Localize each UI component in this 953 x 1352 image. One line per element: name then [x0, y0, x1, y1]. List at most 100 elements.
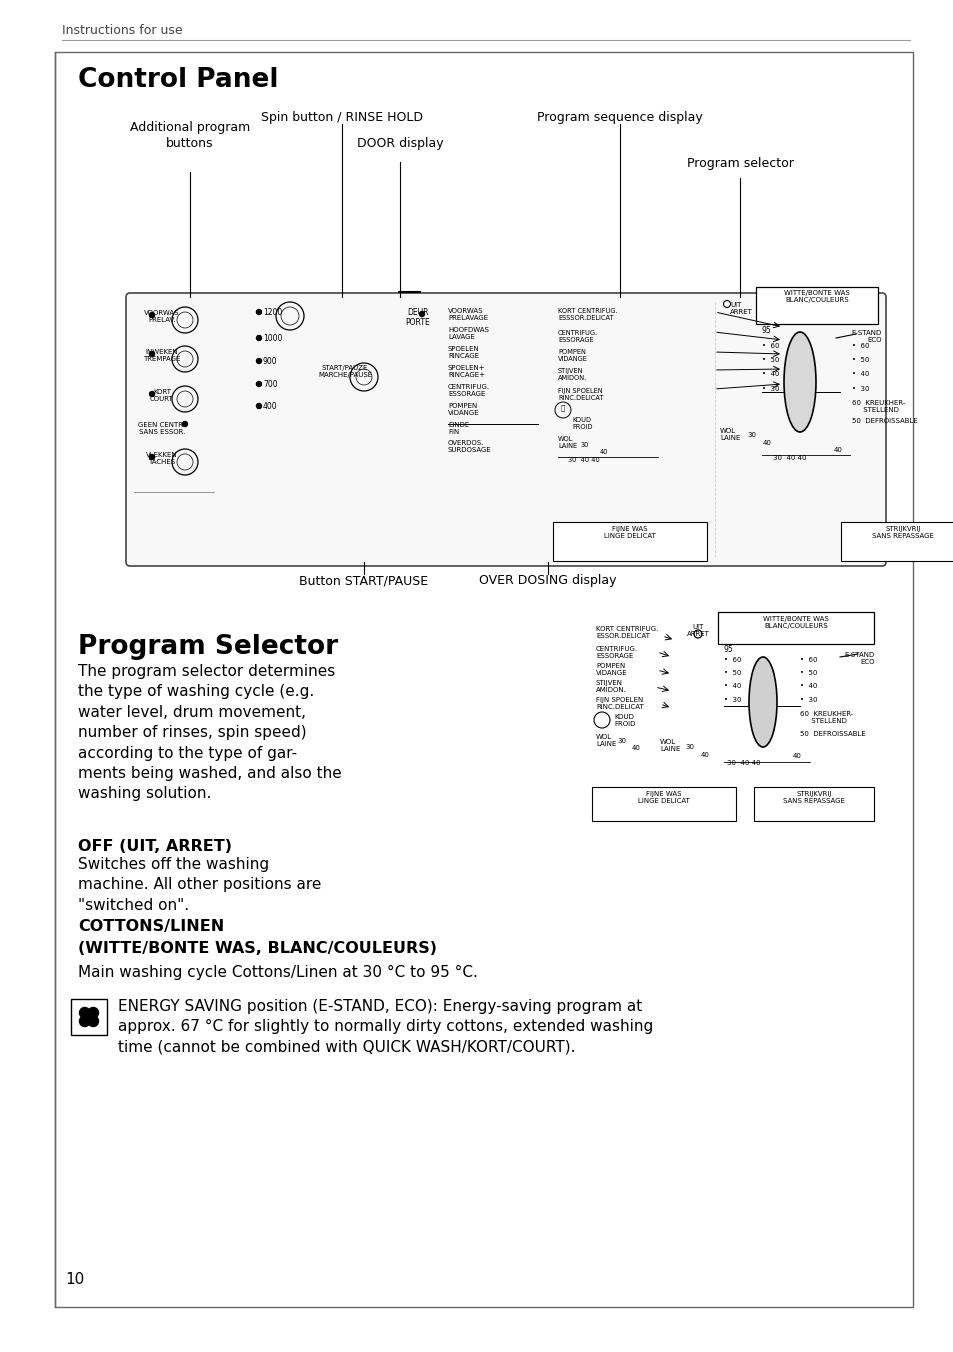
Text: Additional program
buttons: Additional program buttons — [130, 120, 250, 150]
Text: WOL
LAINE: WOL LAINE — [659, 740, 679, 752]
Text: WOL
LAINE: WOL LAINE — [596, 734, 616, 748]
Text: 95: 95 — [723, 645, 733, 654]
Text: 1000: 1000 — [263, 334, 282, 343]
Text: •  30: • 30 — [800, 698, 817, 703]
Circle shape — [150, 312, 154, 318]
Text: OVERDOS.
SURDOSAGE: OVERDOS. SURDOSAGE — [448, 439, 491, 453]
Text: CENTRIFUG.
ESSORAGE: CENTRIFUG. ESSORAGE — [448, 384, 490, 397]
Text: 60  KREUKHER-
     STELLEND: 60 KREUKHER- STELLEND — [851, 400, 904, 412]
Text: 50  DEFROISSABLE: 50 DEFROISSABLE — [851, 418, 917, 425]
Text: 30: 30 — [747, 433, 756, 438]
Text: Program selector: Program selector — [686, 157, 793, 170]
FancyBboxPatch shape — [755, 287, 877, 324]
Text: 30: 30 — [580, 442, 589, 448]
Circle shape — [85, 1013, 92, 1021]
Text: Main washing cycle Cottons/Linen at 30 °C to 95 °C.: Main washing cycle Cottons/Linen at 30 °… — [78, 965, 477, 980]
Circle shape — [256, 310, 261, 315]
Text: KOUD
FROID: KOUD FROID — [572, 416, 592, 430]
Text: The program selector determines
the type of washing cycle (e.g.
water level, dru: The program selector determines the type… — [78, 664, 341, 802]
Text: 30  40 40: 30 40 40 — [567, 457, 599, 462]
Text: DEUR
PORTE: DEUR PORTE — [405, 308, 430, 327]
Text: 900: 900 — [263, 357, 277, 366]
Text: Program Selector: Program Selector — [78, 634, 337, 660]
Text: OFF (UIT, ARRET): OFF (UIT, ARRET) — [78, 840, 232, 854]
Text: INWEKEN
TREMPAGE: INWEKEN TREMPAGE — [143, 349, 180, 362]
Text: ✋: ✋ — [560, 404, 564, 411]
Circle shape — [256, 358, 261, 364]
Text: Program sequence display: Program sequence display — [537, 111, 702, 124]
Text: •  60: • 60 — [800, 657, 817, 662]
Text: •  50: • 50 — [800, 671, 817, 676]
Text: •  40: • 40 — [723, 683, 740, 690]
Text: GEEN CENTR.
SANS ESSOR.: GEEN CENTR. SANS ESSOR. — [138, 422, 185, 435]
FancyBboxPatch shape — [55, 51, 912, 1307]
Text: POMPEN
VIDANGE: POMPEN VIDANGE — [448, 403, 479, 416]
Text: WITTE/BONTE WAS
BLANC/COULEURS: WITTE/BONTE WAS BLANC/COULEURS — [762, 617, 828, 629]
Text: KORT CENTRIFUG.
ESSSOR.DELICAT: KORT CENTRIFUG. ESSSOR.DELICAT — [558, 308, 617, 320]
Text: •  40: • 40 — [800, 683, 817, 690]
Circle shape — [87, 1007, 99, 1019]
Text: •  60: • 60 — [851, 343, 868, 349]
Text: POMPEN
VIDANGE: POMPEN VIDANGE — [596, 662, 627, 676]
Text: KORT
COURT: KORT COURT — [150, 389, 173, 402]
Text: VOORWAS
PRELAV.: VOORWAS PRELAV. — [144, 310, 179, 323]
FancyBboxPatch shape — [592, 787, 735, 821]
Text: 10: 10 — [65, 1272, 84, 1287]
Text: 95: 95 — [761, 326, 771, 335]
Text: KORT CENTRIFUG.
ESSOR.DELICAT: KORT CENTRIFUG. ESSOR.DELICAT — [596, 626, 658, 639]
Circle shape — [87, 1015, 99, 1028]
Text: COTTONS/LINEN: COTTONS/LINEN — [78, 919, 224, 934]
Text: WOL
LAINE: WOL LAINE — [720, 429, 740, 441]
Text: WOL
LAINE: WOL LAINE — [558, 435, 577, 449]
FancyBboxPatch shape — [841, 522, 953, 561]
Text: E-STAND
ECO: E-STAND ECO — [843, 652, 874, 665]
Text: FIJNE WAS
LINGE DELICAT: FIJNE WAS LINGE DELICAT — [638, 791, 689, 804]
Text: •  30: • 30 — [851, 387, 868, 392]
Text: EINDE
FIN: EINDE FIN — [448, 422, 469, 435]
Circle shape — [256, 403, 261, 408]
Text: HOOFDWAS
LAVAGE: HOOFDWAS LAVAGE — [448, 327, 488, 339]
Text: VLEKKEN
TACHES: VLEKKEN TACHES — [146, 452, 177, 465]
Text: STRIJKVRIJ
SANS REPASSAGE: STRIJKVRIJ SANS REPASSAGE — [871, 526, 933, 539]
Text: 40: 40 — [599, 449, 608, 456]
Circle shape — [182, 422, 188, 426]
Text: 60  KREUKHER-
     STELLEND: 60 KREUKHER- STELLEND — [800, 711, 853, 725]
Text: E-STAND
ECO: E-STAND ECO — [851, 330, 882, 343]
Text: UIT
ARRET: UIT ARRET — [729, 301, 752, 315]
Text: •  50: • 50 — [851, 357, 868, 362]
Text: FIJN SPOELEN
RINC.DELICAT: FIJN SPOELEN RINC.DELICAT — [596, 698, 643, 710]
Text: Button START/PAUSE: Button START/PAUSE — [299, 575, 428, 587]
Text: START/PAUZE
MARCHE/PAUSE: START/PAUZE MARCHE/PAUSE — [317, 365, 372, 379]
Text: 30: 30 — [685, 744, 694, 750]
Text: (WITTE/BONTE WAS, BLANC/COULEURS): (WITTE/BONTE WAS, BLANC/COULEURS) — [78, 941, 436, 956]
Text: VOORWAS
PRELAVAGE: VOORWAS PRELAVAGE — [448, 308, 488, 320]
Text: 50  DEFROISSABLE: 50 DEFROISSABLE — [800, 731, 864, 737]
Text: •  50: • 50 — [723, 671, 740, 676]
Text: •  60: • 60 — [761, 343, 779, 349]
Circle shape — [79, 1007, 91, 1019]
FancyBboxPatch shape — [553, 522, 706, 561]
Text: •  30: • 30 — [723, 698, 740, 703]
Text: DOOR display: DOOR display — [356, 137, 443, 150]
Text: WITTE/BONTE WAS
BLANC/COULEURS: WITTE/BONTE WAS BLANC/COULEURS — [783, 289, 849, 303]
Text: 40: 40 — [792, 753, 801, 758]
Text: OVER DOSING display: OVER DOSING display — [478, 575, 616, 587]
Text: Spin button / RINSE HOLD: Spin button / RINSE HOLD — [261, 111, 422, 124]
Circle shape — [79, 1015, 91, 1028]
Circle shape — [150, 454, 154, 460]
Ellipse shape — [748, 657, 776, 748]
Text: UIT
ARRET: UIT ARRET — [686, 625, 709, 637]
Text: Switches off the washing
machine. All other positions are
"switched on".: Switches off the washing machine. All ot… — [78, 857, 321, 913]
Text: STIJVEN
AMIDON.: STIJVEN AMIDON. — [558, 368, 587, 381]
Text: ENERGY SAVING position (E-STAND, ECO): Energy-saving program at
approx. 67 °C fo: ENERGY SAVING position (E-STAND, ECO): E… — [118, 999, 653, 1055]
Text: Control Panel: Control Panel — [78, 68, 278, 93]
FancyBboxPatch shape — [753, 787, 873, 821]
Text: 700: 700 — [263, 380, 277, 389]
Text: STRIJKVRIJ
SANS REPASSAGE: STRIJKVRIJ SANS REPASSAGE — [782, 791, 844, 804]
FancyBboxPatch shape — [71, 999, 107, 1036]
Text: STIJVEN
AMIDON.: STIJVEN AMIDON. — [596, 680, 626, 694]
Circle shape — [419, 311, 424, 316]
Text: CENTRIFUG.
ESSORAGE: CENTRIFUG. ESSORAGE — [596, 646, 638, 658]
Text: 1200: 1200 — [263, 308, 282, 316]
Ellipse shape — [783, 333, 815, 433]
